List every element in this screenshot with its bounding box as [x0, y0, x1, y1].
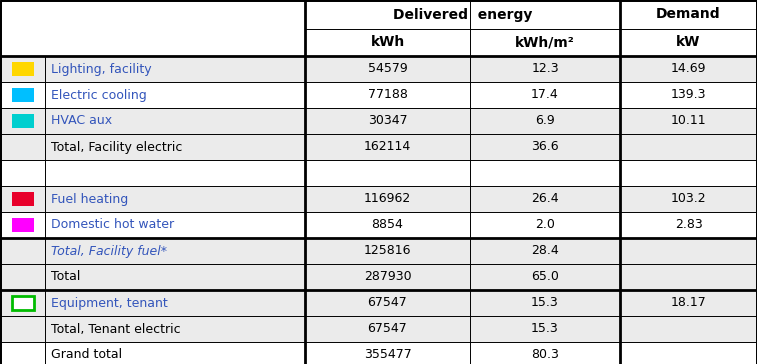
- Text: 65.0: 65.0: [531, 270, 559, 284]
- Bar: [11, 296, 33, 310]
- Bar: [0, 134, 757, 160]
- Text: 77188: 77188: [368, 88, 407, 102]
- Text: Demand: Demand: [656, 8, 721, 21]
- Text: 125816: 125816: [364, 245, 411, 257]
- Text: 2.0: 2.0: [535, 218, 555, 232]
- Text: Electric cooling: Electric cooling: [51, 88, 147, 102]
- Text: 30347: 30347: [368, 115, 407, 127]
- Bar: [0, 238, 757, 264]
- Text: 2.83: 2.83: [674, 218, 702, 232]
- Bar: [0, 316, 757, 342]
- Bar: [0, 56, 757, 82]
- Text: Grand total: Grand total: [51, 348, 122, 361]
- Text: kWh/m²: kWh/m²: [515, 36, 575, 50]
- Text: Fuel heating: Fuel heating: [51, 193, 128, 206]
- Bar: [0, 108, 757, 134]
- Text: 80.3: 80.3: [531, 348, 559, 361]
- Bar: [0, 264, 757, 290]
- Text: 355477: 355477: [363, 348, 411, 361]
- Text: 103.2: 103.2: [671, 193, 706, 206]
- Bar: [0, 212, 757, 238]
- Text: 18.17: 18.17: [671, 297, 706, 309]
- Bar: [11, 114, 33, 128]
- Bar: [0, 186, 757, 212]
- Text: HVAC aux: HVAC aux: [51, 115, 112, 127]
- Text: 67547: 67547: [368, 323, 407, 336]
- Bar: [11, 88, 33, 102]
- Text: 14.69: 14.69: [671, 63, 706, 75]
- Bar: [11, 192, 33, 206]
- Text: 10.11: 10.11: [671, 115, 706, 127]
- Text: 28.4: 28.4: [531, 245, 559, 257]
- Text: 26.4: 26.4: [531, 193, 559, 206]
- Bar: [0, 82, 757, 108]
- Text: 139.3: 139.3: [671, 88, 706, 102]
- Bar: [11, 62, 33, 76]
- Bar: [11, 218, 33, 232]
- Bar: [0, 0, 757, 56]
- Text: Equipment, tenant: Equipment, tenant: [51, 297, 168, 309]
- Text: Total, Facility electric: Total, Facility electric: [51, 141, 182, 154]
- Text: Delivered  energy: Delivered energy: [393, 8, 532, 21]
- Text: 162114: 162114: [364, 141, 411, 154]
- Text: kWh: kWh: [370, 36, 405, 50]
- Text: Domestic hot water: Domestic hot water: [51, 218, 174, 232]
- Text: 15.3: 15.3: [531, 297, 559, 309]
- Text: 8854: 8854: [372, 218, 403, 232]
- Text: 287930: 287930: [363, 270, 411, 284]
- Bar: [0, 290, 757, 316]
- Text: Total: Total: [51, 270, 80, 284]
- Text: kW: kW: [676, 36, 701, 50]
- Text: 67547: 67547: [368, 297, 407, 309]
- Text: 36.6: 36.6: [531, 141, 559, 154]
- Text: 116962: 116962: [364, 193, 411, 206]
- Text: 15.3: 15.3: [531, 323, 559, 336]
- Text: 6.9: 6.9: [535, 115, 555, 127]
- Text: 54579: 54579: [368, 63, 407, 75]
- Bar: [0, 160, 757, 186]
- Text: Total, Tenant electric: Total, Tenant electric: [51, 323, 181, 336]
- Bar: [0, 342, 757, 364]
- Text: Total, Facility fuel*: Total, Facility fuel*: [51, 245, 167, 257]
- Text: 12.3: 12.3: [531, 63, 559, 75]
- Text: 17.4: 17.4: [531, 88, 559, 102]
- Text: Lighting, facility: Lighting, facility: [51, 63, 151, 75]
